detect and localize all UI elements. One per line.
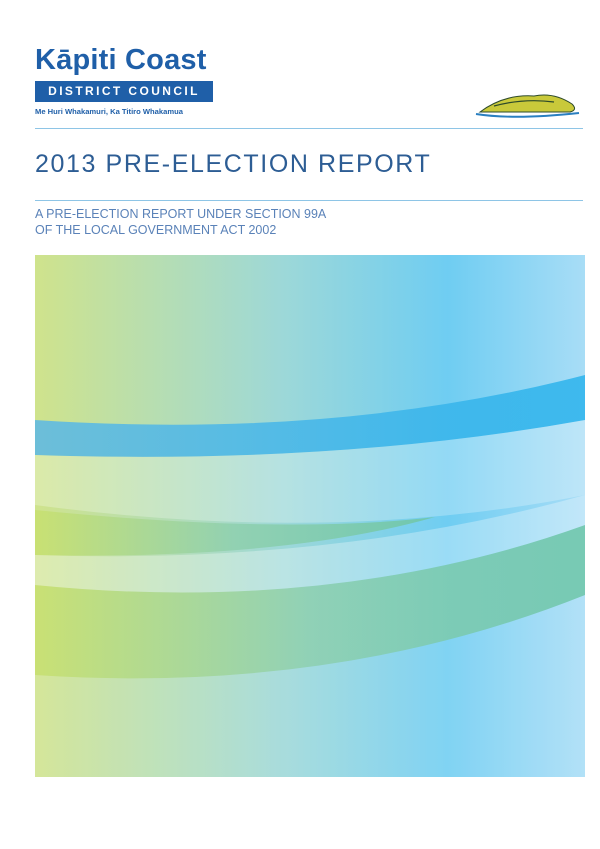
- subtitle-line: A PRE-ELECTION REPORT UNDER SECTION 99A: [35, 207, 327, 221]
- cover-graphic: [35, 255, 585, 777]
- logo-name: Kāpiti Coast: [35, 44, 207, 76]
- logo-band: DISTRICT COUNCIL: [35, 81, 213, 102]
- divider: [35, 200, 583, 201]
- island-logo: [475, 94, 580, 118]
- logo-tagline: Me Huri Whakamuri, Ka Titiro Whakamua: [35, 107, 183, 116]
- divider: [35, 128, 583, 129]
- subtitle-line: OF THE LOCAL GOVERNMENT ACT 2002: [35, 223, 277, 237]
- report-title: 2013 PRE-ELECTION REPORT: [35, 150, 432, 178]
